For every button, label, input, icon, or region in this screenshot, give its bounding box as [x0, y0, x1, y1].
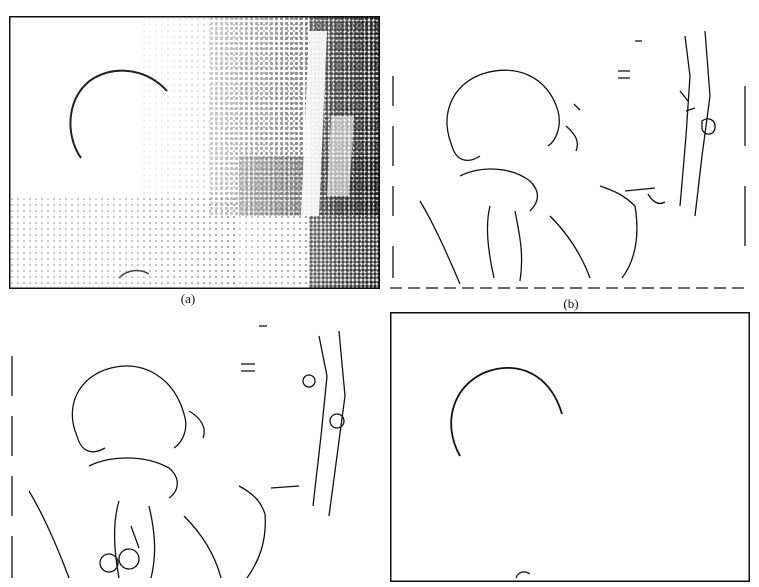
panel-d-image — [390, 312, 750, 582]
panel-d — [390, 312, 750, 582]
caption-a: (a) — [180, 291, 196, 306]
panel-a-image — [9, 16, 380, 289]
panel-b — [390, 16, 750, 292]
caption-b: (b) — [563, 296, 579, 311]
panel-c — [9, 316, 380, 584]
panel-a — [9, 16, 380, 289]
panel-b-image — [390, 16, 750, 292]
panel-c-image — [9, 316, 380, 584]
